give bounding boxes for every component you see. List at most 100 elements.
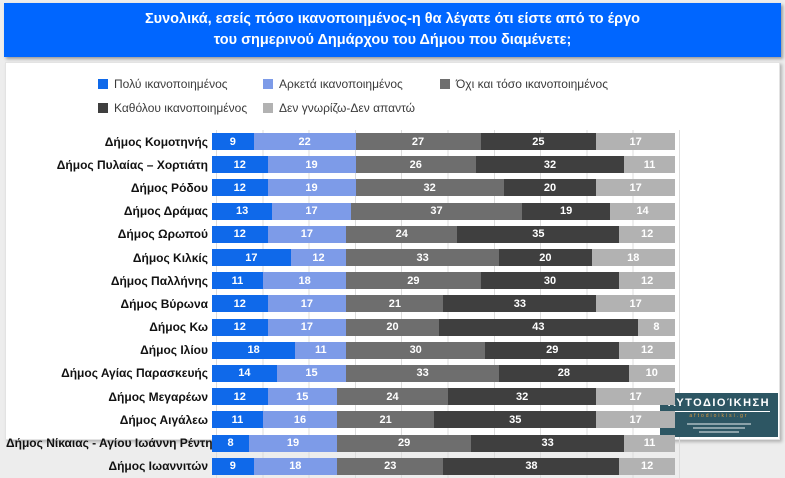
bar-segment: 15: [267, 388, 337, 406]
stacked-bar: 12 17 20 43 8: [212, 318, 675, 336]
bar-segment: 13: [212, 202, 273, 220]
bar-segment: 9: [212, 133, 254, 151]
bar-segment: 29: [485, 341, 620, 359]
bar-segment: 12: [290, 249, 347, 267]
bar-segment: 22: [253, 133, 356, 151]
chart-row: Δήμος Νίκαιας - Αγίου Ιωάννη Ρέντη 8 19 29 3…: [6, 431, 779, 454]
chart-row: Δήμος Αγίας Παρασκευής 14 15 33 28 10: [6, 362, 779, 385]
bar-segment: 30: [480, 272, 620, 290]
bar-segment: 10: [628, 364, 675, 382]
bar-segment: 17: [212, 249, 291, 267]
stacked-bar: 9 22 27 25 17: [212, 133, 675, 151]
legend-swatch: [263, 103, 273, 113]
logo-site: aftodioikisi.gr: [689, 412, 749, 419]
bar-segment: 18: [212, 341, 296, 359]
stacked-bar: 11 16 21 35 17: [212, 411, 675, 429]
legend-item: Όχι και τόσο ικανοποιημένος: [440, 77, 779, 91]
bar-segment: 28: [499, 364, 629, 382]
bar-segment: 12: [212, 388, 268, 406]
legend-label: Πολύ ικανοποιημένος: [114, 77, 228, 91]
bar-segment: 12: [212, 179, 268, 197]
row-label: Δήμος Παλλήνης: [110, 273, 208, 288]
bar-segment: 23: [336, 457, 444, 475]
chart-row: Δήμος Ωρωπού 12 17 24 35 12: [6, 223, 779, 246]
bar-segment: 19: [267, 179, 356, 197]
legend-item: Καθόλου ικανοποιημένος: [98, 101, 263, 115]
bar-segment: 12: [619, 457, 675, 475]
legend: Πολύ ικανοποιημένος Αρκετά ικανοποιημένος…: [98, 77, 779, 115]
chart-row: Δήμος Ιωαννιτών 9 18 23 38 12: [6, 455, 779, 478]
bar-segment: 14: [212, 364, 277, 382]
row-label: Δήμος Δράμας: [123, 204, 208, 219]
bar-segment: 17: [596, 388, 675, 406]
bar-segment: 8: [212, 434, 250, 452]
stacked-bar: 8 19 29 33 11: [212, 434, 675, 452]
stacked-bar: 12 15 24 32 17: [212, 388, 675, 406]
bar-segment: 33: [346, 364, 500, 382]
legend-swatch: [98, 79, 108, 89]
bar-segment: 38: [443, 457, 620, 475]
bar-segment: 19: [249, 434, 337, 452]
row-label: Δήμος Ωρωπού: [117, 227, 208, 242]
stacked-bar: 17 12 33 20 18: [212, 249, 675, 267]
bar-segment: 37: [350, 202, 523, 220]
bar-segment: 17: [267, 318, 347, 336]
bar-segment: 12: [212, 318, 268, 336]
bar-segment: 18: [262, 272, 347, 290]
bar-segment: 8: [637, 318, 675, 336]
row-label: Δήμος Πυλαίας – Χορτιάτη: [56, 157, 208, 172]
legend-label: Αρκετά ικανοποιημένος: [279, 77, 403, 91]
row-label: Δήμος Νίκαιας - Αγίου Ιωάννη Ρέντη: [6, 436, 213, 451]
bar-segment: 14: [610, 202, 675, 220]
bar-segment: 33: [346, 249, 500, 267]
bar-segment: 20: [346, 318, 439, 336]
bar-segment: 32: [355, 179, 504, 197]
bar-segment: 18: [253, 457, 337, 475]
legend-swatch: [263, 79, 273, 89]
bar-segment: 33: [443, 295, 597, 313]
bar-segment: 20: [499, 249, 592, 267]
bar-segment: 17: [596, 133, 675, 151]
logo-fineprint-line: [693, 426, 745, 429]
bar-segment: 19: [267, 156, 356, 174]
chart-row: Δήμος Κιλκίς 17 12 33 20 18: [6, 246, 779, 269]
bar-segment: 12: [619, 225, 675, 243]
page-title-line1: Συνολικά, εσείς πόσο ικανοποιημένος-η θα…: [144, 10, 641, 27]
bar-segment: 29: [337, 434, 472, 452]
bar-segment: 11: [295, 341, 347, 359]
chart-row: Δήμος Δράμας 13 17 37 19 14: [6, 200, 779, 223]
bar-segment: 24: [346, 225, 458, 243]
bar-segment: 24: [336, 388, 449, 406]
stacked-bar: 12 17 21 33 17: [212, 295, 675, 313]
logo-fineprint: [687, 422, 751, 433]
bar-segment: 15: [276, 364, 347, 382]
chart-row: Δήμος Βύρωνα 12 17 21 33 17: [6, 292, 779, 315]
legend-label: Δεν γνωρίζω-Δεν απαντώ: [279, 101, 416, 115]
stacked-bar: 12 17 24 35 12: [212, 225, 675, 243]
chart-row: Δήμος Κω 12 17 20 43 8: [6, 316, 779, 339]
bar-segment: 35: [457, 225, 620, 243]
chart-row: Δήμος Αιγάλεω 11 16 21 35 17: [6, 408, 779, 431]
bar-segment: 17: [267, 295, 347, 313]
bar-segment: 12: [212, 156, 268, 174]
row-label: Δήμος Μεγαρέων: [108, 389, 208, 404]
bar-segment: 12: [212, 225, 268, 243]
bar-segment: 16: [262, 411, 337, 429]
legend-item: Δεν γνωρίζω-Δεν απαντώ: [263, 101, 440, 115]
bar-segment: 32: [448, 388, 597, 406]
row-label: Δήμος Ιωαννιτών: [108, 459, 208, 474]
bar-segment: 32: [475, 156, 625, 174]
stacked-bar: 14 15 33 28 10: [212, 364, 675, 382]
bar-segment: 21: [346, 295, 444, 313]
legend-item: Αρκετά ικανοποιημένος: [263, 77, 440, 91]
row-label: Δήμος Κω: [149, 320, 208, 335]
page-title-line2: του σημερινού Δημάρχου του Δήμου που δια…: [213, 32, 572, 48]
logo-box: Αυτοδιοίκηση aftodioikisi.gr: [660, 393, 778, 437]
stacked-bar: 18 11 30 29 12: [212, 341, 675, 359]
stacked-bar: 12 19 26 32 11: [212, 156, 675, 174]
legend-item: Πολύ ικανοποιημένος: [98, 77, 263, 91]
logo-fineprint-line: [699, 430, 739, 433]
bar-segment: 35: [434, 411, 597, 429]
stacked-bar: 13 17 37 19 14: [212, 202, 675, 220]
bar-segment: 17: [596, 179, 675, 197]
